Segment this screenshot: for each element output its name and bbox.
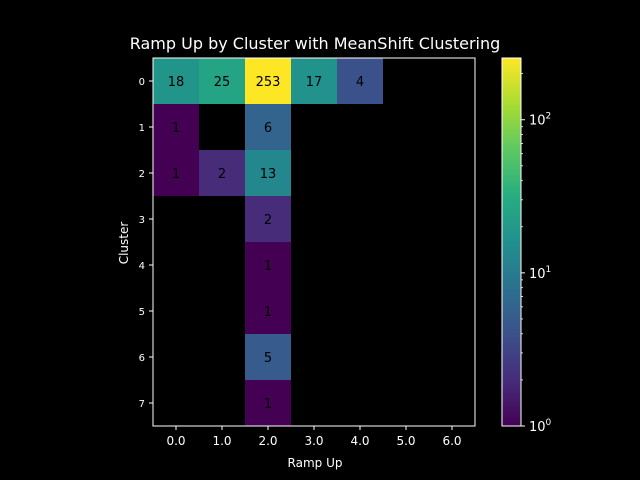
heatmap-cell	[153, 104, 199, 150]
cell-value-label: 2	[218, 167, 226, 182]
colorbar: 100 101 102	[501, 57, 552, 435]
x-tick-label: 2.0	[258, 434, 277, 448]
y-tick-label: 5	[139, 307, 145, 318]
y-axis-label: Cluster	[117, 222, 131, 265]
cell-value-label: 6	[264, 121, 272, 136]
y-tick-label: 3	[139, 215, 145, 226]
cell-value-label: 5	[264, 351, 272, 366]
cell-value-label: 1	[264, 305, 272, 320]
heatmap-cell	[337, 58, 383, 104]
cell-value-label: 253	[256, 75, 281, 90]
colorbar-tick-label: 100	[529, 418, 552, 435]
y-tick-label: 6	[139, 353, 145, 364]
heatmap-cell	[291, 58, 337, 104]
cell-value-label: 1	[172, 121, 180, 136]
heatmap-cell	[245, 104, 291, 150]
cell-value-label: 25	[214, 75, 231, 90]
colorbar-tick-label: 101	[529, 265, 551, 282]
y-tick-label: 7	[139, 399, 145, 410]
heatmap-cell	[245, 380, 291, 426]
colorbar-tick-label: 102	[529, 112, 551, 129]
heatmap-cell	[153, 150, 199, 196]
heatmap-cell	[199, 150, 245, 196]
x-tick-label: 5.0	[396, 434, 415, 448]
cell-value-label: 18	[168, 75, 185, 90]
heatmap-cell	[245, 288, 291, 334]
cell-value-label: 2	[264, 213, 272, 228]
cell-value-label: 4	[356, 75, 364, 90]
colorbar-gradient	[501, 57, 522, 427]
y-tick-label: 4	[139, 261, 145, 272]
heatmap-cell	[245, 150, 291, 196]
chart-title: Ramp Up by Cluster with MeanShift Cluste…	[130, 34, 501, 53]
heatmap-cell	[199, 58, 245, 104]
x-axis-label: Ramp Up	[288, 456, 343, 470]
x-tick-label: 1.0	[212, 434, 231, 448]
cell-value-label: 1	[264, 397, 272, 412]
heatmap-cell	[153, 58, 199, 104]
x-tick-label: 3.0	[304, 434, 323, 448]
y-tick-label: 1	[139, 123, 145, 134]
heatmap-cell	[245, 334, 291, 380]
x-tick-label: 4.0	[350, 434, 369, 448]
x-tick-label: 0.0	[166, 434, 185, 448]
cell-value-label: 1	[172, 167, 180, 182]
y-tick-label: 0	[139, 77, 145, 88]
cell-value-label: 17	[306, 75, 323, 90]
cell-value-label: 1	[264, 259, 272, 274]
y-tick-label: 2	[139, 169, 145, 180]
x-tick-label: 6.0	[442, 434, 461, 448]
cell-value-label: 13	[260, 167, 277, 182]
heatmap-cell	[245, 196, 291, 242]
heatmap-cell	[245, 58, 291, 104]
heatmap-cell	[245, 242, 291, 288]
